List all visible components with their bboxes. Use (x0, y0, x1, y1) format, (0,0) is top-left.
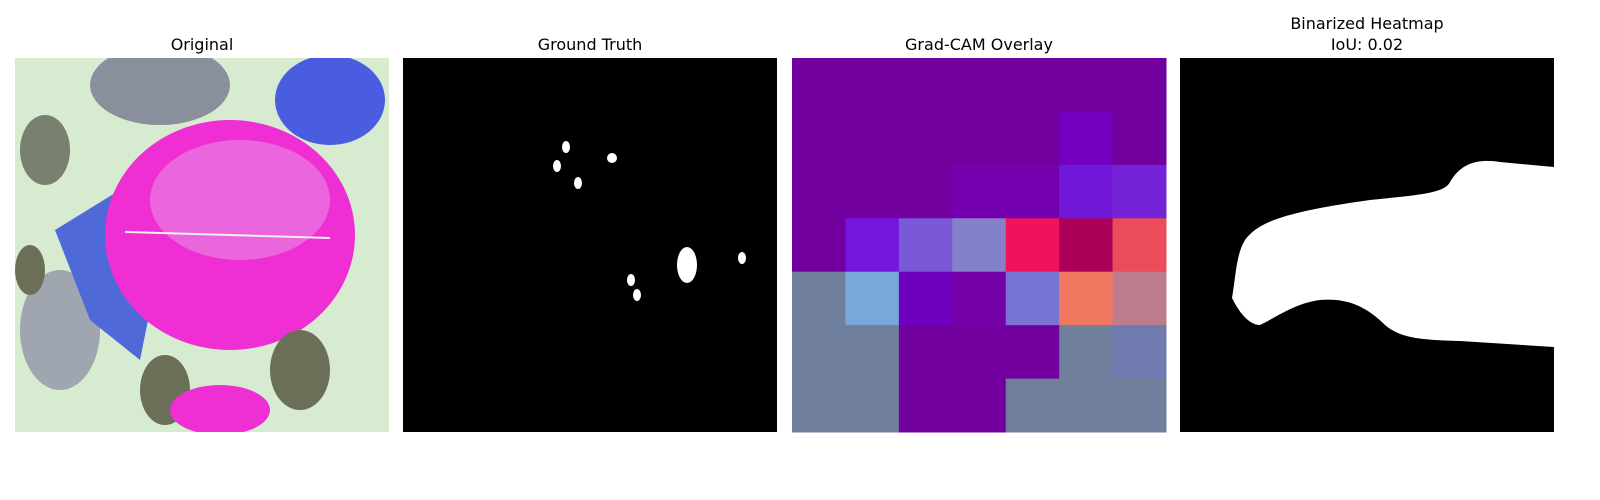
heatmap-cell (898, 325, 953, 380)
heatmap-cell (952, 164, 1007, 219)
heatmap-cell (845, 164, 900, 219)
heatmap-cell (898, 218, 953, 273)
heatmap-cell (845, 271, 900, 326)
heatmap-cell (1059, 111, 1114, 166)
heatmap-cell (1005, 378, 1060, 433)
heatmap-cell (1005, 164, 1060, 219)
heatmap-cell (845, 58, 900, 112)
heatmap-cell (898, 58, 953, 112)
heatmap-cell (1005, 111, 1060, 166)
heatmap-cell (1005, 218, 1060, 273)
heatmap-cell (1059, 58, 1114, 112)
heatmap-cell (845, 111, 900, 166)
heatmap-cell (952, 58, 1007, 112)
heatmap-cell (1112, 325, 1167, 380)
heatmap-cell (1112, 164, 1167, 219)
heatmap-cell (898, 378, 953, 433)
heatmap-cell (952, 218, 1007, 273)
panel-title: Binarized Heatmap (1290, 14, 1443, 33)
heatmap-cell (1112, 271, 1167, 326)
heatmap-cell (1005, 271, 1060, 326)
heatmap-cell (1112, 58, 1167, 112)
heatmap-cell (792, 218, 846, 273)
panel-subtitle: IoU: 0.02 (1331, 35, 1403, 54)
heatmap-cell (1112, 218, 1167, 273)
heatmap-cell (898, 164, 953, 219)
heatmap-cell (792, 378, 846, 433)
panel-title: Ground Truth (538, 35, 643, 54)
heatmap-cell (845, 325, 900, 380)
heatmap-cell (952, 378, 1007, 433)
heatmap-cell (845, 218, 900, 273)
panel-title: Grad-CAM Overlay (905, 35, 1053, 54)
binarized-heatmap (1180, 58, 1554, 432)
heatmap-cell (952, 111, 1007, 166)
gradcam-overlay (792, 58, 1167, 433)
heatmap-cell (1059, 164, 1114, 219)
heatmap-cell (1059, 271, 1114, 326)
heatmap-cell (792, 111, 846, 166)
heatmap-cell (792, 164, 846, 219)
heatmap-cell (1059, 218, 1114, 273)
heatmap-cell (1059, 378, 1114, 433)
heatmap-cell (1059, 325, 1114, 380)
heatmap-cell (898, 111, 953, 166)
heatmap-cell (792, 271, 846, 326)
heatmap-cell (1005, 325, 1060, 380)
original-image (15, 58, 389, 432)
heatmap-cell (952, 325, 1007, 380)
panel-title: Original (171, 35, 234, 54)
heatmap-cell (898, 271, 953, 326)
heatmap-cell (1005, 58, 1060, 112)
ground-truth-mask (403, 58, 777, 432)
heatmap-cell (952, 271, 1007, 326)
heatmap-cell (845, 378, 900, 433)
heatmap-cell (792, 58, 846, 112)
heatmap-cell (1112, 111, 1167, 166)
heatmap-cell (792, 325, 846, 380)
heatmap-cell (1112, 378, 1167, 433)
